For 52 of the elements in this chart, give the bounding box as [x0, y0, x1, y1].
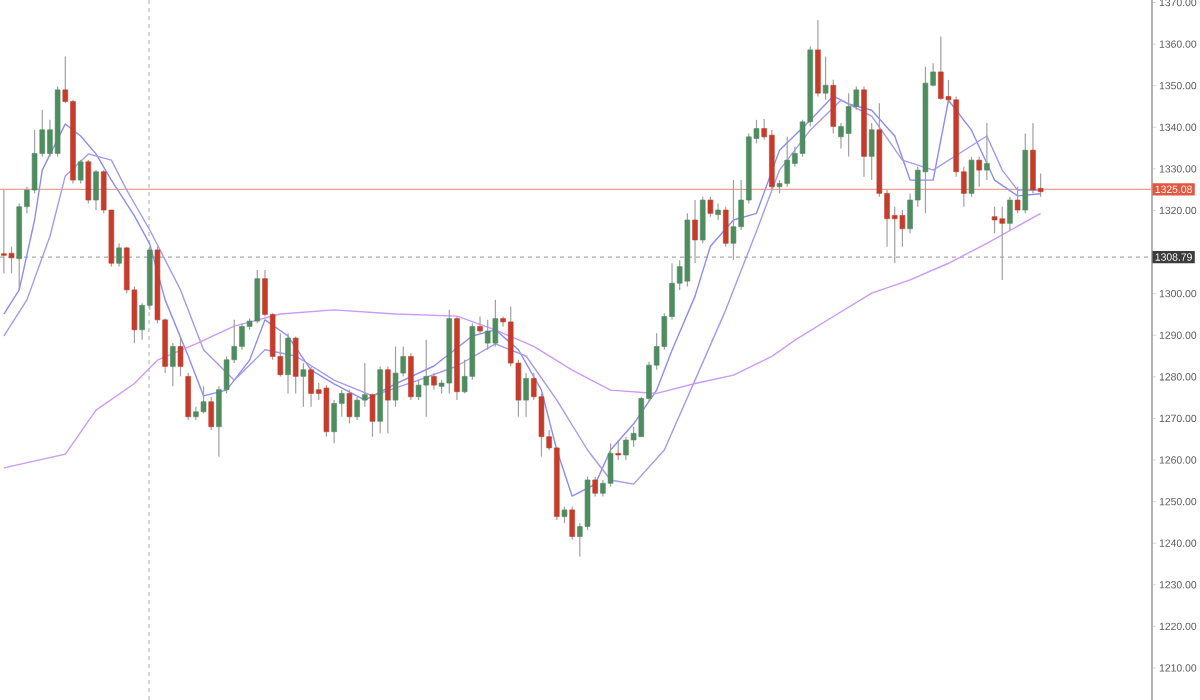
- candlestick: [968, 156, 975, 198]
- candlestick: [423, 339, 430, 418]
- candlestick: [868, 122, 875, 181]
- candlestick: [1014, 186, 1021, 214]
- candlestick: [331, 399, 337, 444]
- candlestick: [354, 396, 360, 421]
- candlestick: [292, 335, 299, 395]
- candlestick: [815, 19, 821, 98]
- candlestick: [699, 196, 706, 244]
- candlestick: [323, 384, 330, 438]
- candlestick: [592, 476, 598, 498]
- candlestick: [492, 299, 499, 348]
- candlestick: [477, 315, 483, 334]
- candlestick: [254, 269, 261, 324]
- candlestick: [484, 319, 491, 351]
- candlestick: [584, 476, 591, 531]
- candlestick: [415, 379, 422, 401]
- candlestick: [723, 206, 729, 248]
- candlestick: [300, 362, 307, 408]
- line-series: [3, 212, 1042, 469]
- candlestick: [170, 342, 176, 387]
- candlestick: [1007, 196, 1013, 231]
- candlestick: [346, 389, 353, 424]
- candlestick: [93, 169, 99, 211]
- candlestick: [177, 335, 184, 377]
- candlestick: [830, 79, 837, 135]
- candlestick: [285, 332, 291, 395]
- candlestick: [200, 385, 207, 415]
- candlestick: [569, 505, 575, 541]
- candlestick: [615, 439, 621, 461]
- candlestick: [85, 159, 92, 204]
- candlestick: [77, 159, 84, 185]
- candlestick: [392, 345, 399, 408]
- candlestick: [523, 372, 529, 418]
- candlestick: [308, 365, 314, 408]
- candlestick: [1030, 122, 1036, 194]
- candlestick: [899, 209, 906, 248]
- candlestick: [385, 365, 391, 434]
- candlestick: [938, 36, 944, 101]
- candlestick: [408, 352, 414, 401]
- candlestick: [715, 202, 721, 221]
- candlestick: [991, 206, 998, 234]
- candlestick: [822, 55, 829, 101]
- candlestick: [984, 122, 990, 181]
- candlestick: [845, 92, 852, 157]
- candlestick: [976, 156, 982, 188]
- candlestick: [185, 372, 191, 421]
- candlestick: [784, 136, 790, 188]
- candlestick: [623, 436, 629, 461]
- candlestick: [208, 396, 214, 431]
- candlestick: [369, 392, 376, 438]
- candlestick: [707, 196, 714, 218]
